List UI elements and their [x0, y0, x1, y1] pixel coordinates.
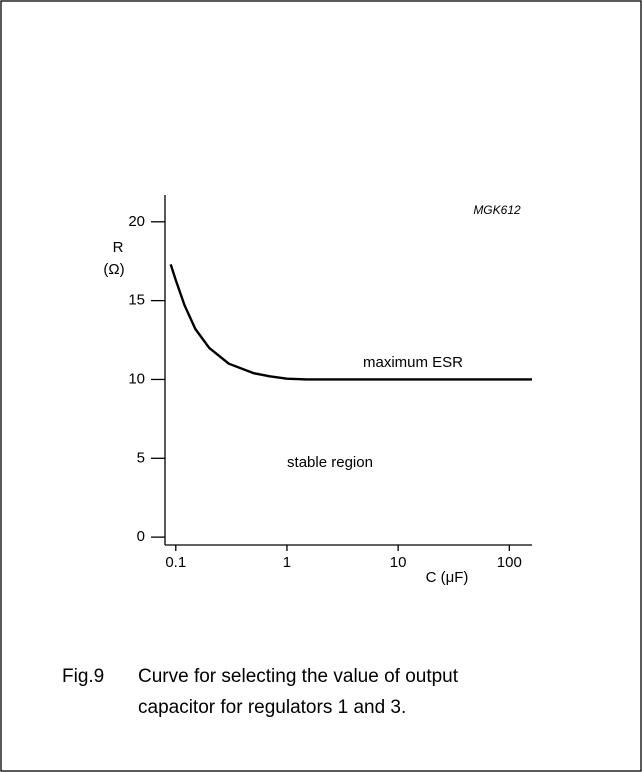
y-tick-label: 20 [128, 213, 145, 230]
annotation: maximum ESR [363, 354, 463, 371]
curve [169, 264, 532, 381]
x-tick-label: 10 [390, 554, 407, 571]
caption-line: capacitor for regulators 1 and 3. [138, 697, 406, 718]
y-tick-label: 0 [137, 528, 145, 545]
y-tick-label: 15 [128, 292, 145, 309]
caption-label: Fig.9 [62, 666, 104, 687]
x-tick-label: 1 [283, 554, 291, 571]
figure-id: MGK612 [473, 203, 521, 217]
x-tick-label: 0.1 [165, 554, 186, 571]
y-tick-label: 10 [128, 370, 145, 387]
y-tick-label: 5 [137, 449, 145, 466]
x-axis-label: C (μF) [426, 569, 469, 586]
caption-line: Curve for selecting the value of output [138, 666, 459, 687]
y-axis-unit: (Ω) [103, 261, 124, 278]
x-tick-label: 100 [497, 554, 522, 571]
annotation: stable region [287, 454, 373, 471]
y-axis-label: R [113, 239, 124, 256]
